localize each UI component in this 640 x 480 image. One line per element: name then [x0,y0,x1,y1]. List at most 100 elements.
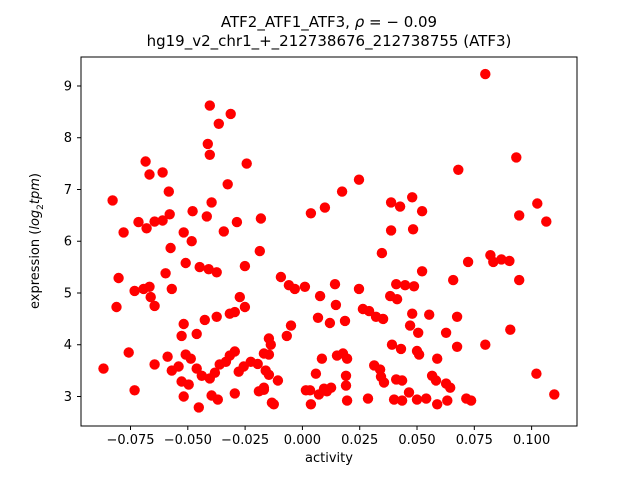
data-point [385,197,397,208]
data-point [430,375,442,386]
data-point [388,394,400,405]
data-point [211,267,222,278]
y-tick-label: 5 [64,286,72,301]
data-point [225,108,236,120]
data-point [98,363,109,374]
data-point [123,347,134,358]
data-point [404,320,416,331]
data-point [191,328,202,340]
data-point [377,313,389,325]
data-point [403,387,415,398]
data-point [129,385,140,396]
data-point [408,281,420,292]
y-tick-label: 9 [64,79,72,94]
data-point [353,283,365,295]
data-point [272,375,284,386]
data-point [186,236,197,247]
data-point [329,279,341,290]
data-point [229,388,240,399]
x-tick-label: −0.075 [106,433,154,448]
data-point [141,223,152,234]
data-point [514,274,525,286]
data-point [140,156,151,167]
data-point [462,256,474,268]
data-point [107,195,118,206]
data-point [324,317,336,329]
data-point [258,382,270,393]
data-point [399,280,411,291]
data-point [204,100,215,111]
y-tick-label: 6 [64,235,72,250]
x-tick-label: −0.025 [221,433,269,448]
data-point [319,202,331,213]
data-point [440,327,452,338]
data-point [157,167,168,178]
data-point [203,264,214,275]
data-point [255,213,267,224]
points-layer [98,68,560,413]
data-point [432,399,443,410]
data-point [353,174,365,185]
data-point [129,285,140,297]
data-point [229,306,240,318]
data-point [239,260,251,272]
y-tick-label: 3 [64,390,72,405]
data-point [160,268,171,279]
data-point [411,394,423,405]
data-point [391,294,403,305]
plot-border [80,56,578,427]
rho-symbol: ρ [354,13,365,31]
data-point [386,339,398,350]
data-point [201,211,212,222]
data-point [173,361,184,372]
data-point [340,380,352,391]
data-point [413,349,425,360]
y-tick-label: 8 [64,131,72,146]
data-point [241,158,252,169]
data-point [178,227,189,238]
data-point [445,382,456,393]
data-point [310,368,322,379]
data-point [178,318,189,330]
data-point [391,279,402,290]
data-point [321,386,333,397]
data-point [245,356,256,367]
x-tick-label: 0.100 [513,433,550,448]
data-point [330,299,342,311]
data-point [180,257,191,269]
data-point [504,255,515,267]
data-point [183,379,194,390]
data-point [176,330,187,342]
data-point [395,343,407,355]
x-axis-label: activity [305,451,353,466]
data-point [133,216,144,228]
data-point [268,399,279,410]
chart-title: ATF2_ATF1_ATF3, ρ = − 0.09 [81,13,577,32]
data-point [187,206,198,217]
data-point [289,283,300,295]
data-point [254,245,265,257]
data-point [341,395,353,406]
data-point [157,215,168,226]
data-point [113,272,124,284]
x-tick-label: 0.025 [341,433,378,448]
data-point [149,216,160,227]
data-point [442,395,453,406]
data-point [218,226,229,237]
data-point [263,349,275,360]
data-point [532,198,543,209]
data-point [448,274,459,286]
data-point [511,152,522,163]
data-point [549,389,560,400]
x-tick-label: 0.075 [456,433,493,448]
data-point [265,339,276,350]
data-point [336,186,348,197]
data-point [407,224,419,235]
data-point [149,300,160,312]
data-point [496,254,507,265]
data-point [212,394,223,405]
data-point [234,291,245,303]
data-point [385,225,397,236]
title-gene-names: ATF2_ATF1_ATF3, [220,13,355,31]
data-point [316,353,328,364]
